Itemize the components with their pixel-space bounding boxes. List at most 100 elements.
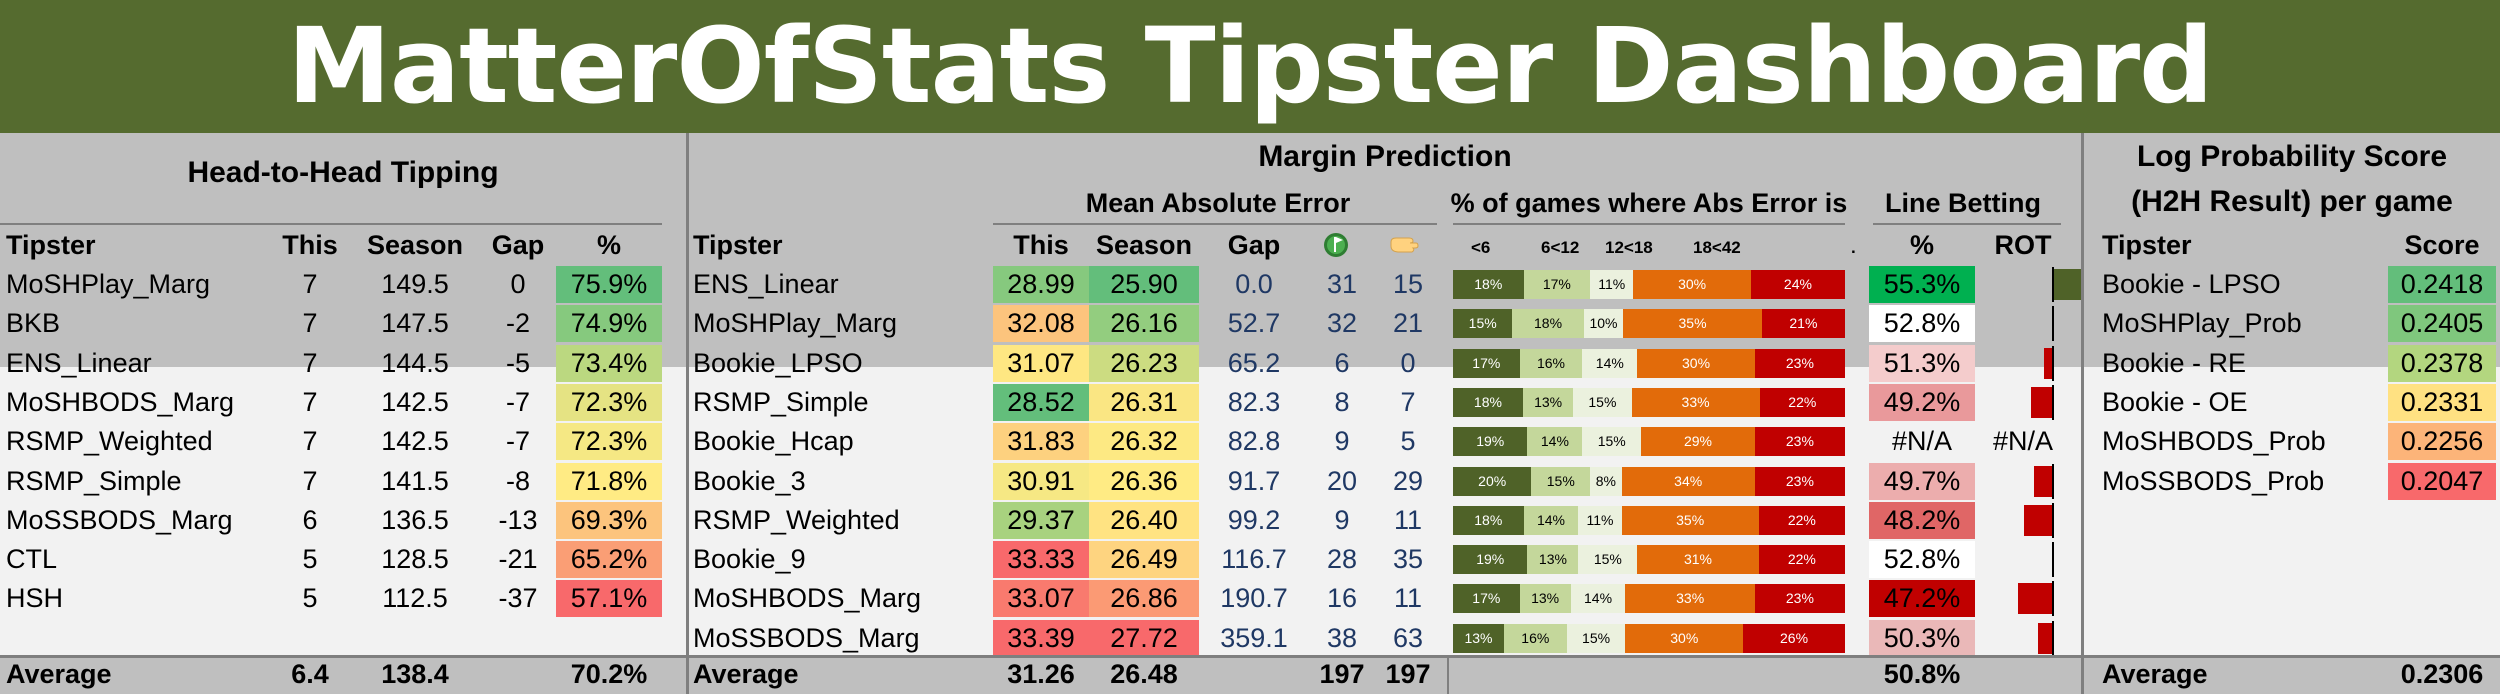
rot-bar (2033, 465, 2052, 497)
rot-axis (2052, 581, 2054, 617)
abs-error-segment: 8% (1590, 466, 1622, 496)
mae-this-cell (993, 266, 1089, 303)
lps-section-title-2: (H2H Result) per game (2131, 185, 2453, 218)
line-pct: 52.8% (1883, 308, 1961, 339)
abs-error-segment: 11% (1578, 505, 1622, 535)
rot-bar (2024, 504, 2052, 536)
h2h-this: 6 (302, 504, 318, 535)
rot-axis (2052, 620, 2054, 656)
abs-error-bar: 15% 18% 10% 35% 21% (1453, 309, 1845, 339)
abs-rule (1453, 223, 1845, 225)
margin-footer-label: Average (693, 659, 799, 689)
margin-footer-a: 197 (1319, 659, 1365, 689)
h2h-tipster: ENS_Linear (6, 347, 152, 378)
h2h-tipster: HSH (6, 583, 64, 614)
mae-this: 33.07 (1007, 583, 1075, 614)
rot-axis (2052, 267, 2054, 302)
mae-this: 33.33 (1007, 544, 1075, 575)
rot-axis (2052, 384, 2054, 420)
dashboard-title: MatterOfStats Tipster Dashboard (0, 0, 2500, 133)
abs-error-segment: 16% (1503, 623, 1567, 653)
abs-col-2: 6<12 (1541, 238, 1580, 257)
mae-season: 26.86 (1110, 583, 1178, 614)
mae-title: Mean Absolute Error (1085, 188, 1351, 218)
abs-error-segment: 18% (1512, 309, 1584, 339)
mae-season: 26.40 (1110, 504, 1178, 535)
mae-gap: 0.0 (1235, 269, 1273, 299)
line-pct: 48.2% (1883, 504, 1961, 535)
h2h-rule (0, 223, 662, 225)
margin-count-b: 21 (1392, 308, 1424, 339)
h2h-this: 7 (302, 308, 318, 339)
h2h-pct: 65.2% (570, 544, 648, 575)
mae-gap: 82.8 (1227, 426, 1281, 457)
line-pct: 50.3% (1883, 622, 1961, 653)
h2h-pct-cell (556, 462, 662, 500)
mae-this: 31.07 (1007, 347, 1075, 378)
abs-error-bar: 19% 14% 15% 29% 23% (1453, 427, 1845, 457)
margin-count-a: 31 (1326, 269, 1358, 299)
abs-error-segment: 34% (1621, 466, 1755, 496)
abs-error-bar: 18% 17% 11% 30% 24% (1453, 270, 1845, 299)
margin-tipster: Bookie_3 (693, 465, 806, 496)
line-rule (1873, 223, 2061, 225)
margin-count-b: 29 (1392, 465, 1424, 496)
lps-col-tipster: Tipster (2102, 230, 2192, 260)
abs-error-segment: 14% (1527, 427, 1583, 457)
h2h-season: 147.5 (381, 308, 449, 339)
h2h-season: 149.5 (381, 269, 449, 299)
lps-tipster: Bookie - RE (2102, 347, 2247, 378)
rot-bar (2038, 622, 2052, 654)
margin-count-a: 32 (1326, 308, 1358, 339)
abs-error-segment: 14% (1582, 348, 1638, 378)
h2h-gap: -2 (505, 308, 530, 339)
line-pct: 55.3% (1883, 269, 1961, 299)
lps-tipster: Bookie - LPSO (2102, 269, 2281, 299)
margin-count-b: 0 (1400, 347, 1416, 378)
rot-bar (2018, 583, 2052, 615)
abs-error-bar: 20% 15% 8% 34% 23% (1453, 466, 1845, 496)
line-pct-cell (1869, 501, 1975, 539)
line-pct: 49.2% (1883, 386, 1961, 417)
h2h-this: 7 (302, 386, 318, 417)
lps-tipster: MoSSBODS_Prob (2102, 465, 2325, 496)
hand-icon (1390, 237, 1419, 253)
h2h-pct: 72.3% (570, 386, 648, 417)
h2h-col-tipster: Tipster (6, 230, 96, 260)
mae-this: 28.99 (1007, 269, 1075, 299)
mae-this: 33.39 (1007, 622, 1075, 653)
mae-this-cell (993, 305, 1089, 343)
margin-count-b: 7 (1400, 386, 1416, 417)
abs-col-1: <6 (1471, 238, 1491, 257)
abs-error-bar: 18% 14% 11% 35% 22% (1453, 505, 1845, 535)
abs-error-segment: 23% (1754, 427, 1845, 457)
h2h-season: 136.5 (381, 504, 449, 535)
lps-score: 0.2418 (2400, 269, 2484, 299)
line-pct: #N/A (1891, 426, 1953, 457)
line-pct-cell (1869, 305, 1975, 343)
margin-count-b: 63 (1392, 622, 1424, 653)
margin-tipster: MoSHBODS_Marg (693, 583, 922, 614)
margin-footer-this: 31.26 (1007, 659, 1075, 689)
abs-col-4: 18<42 (1693, 238, 1741, 257)
mae-season-cell (1089, 619, 1199, 657)
h2h-tipster: RSMP_Simple (6, 465, 182, 496)
mae-this: 32.08 (1007, 308, 1075, 339)
h2h-this: 7 (302, 465, 318, 496)
mae-this: 29.37 (1007, 504, 1075, 535)
mae-season-cell (1089, 501, 1199, 539)
h2h-tipster: MoSHBODS_Marg (6, 386, 235, 417)
lps-score-cell (2388, 344, 2496, 382)
margin-footer-divider (1447, 658, 1449, 694)
lps-score-cell (2388, 266, 2496, 303)
mae-season: 26.49 (1110, 544, 1178, 575)
h2h-footer-pct: 70.2% (570, 659, 648, 689)
h2h-pct: 73.4% (570, 347, 648, 378)
lps-section-title-1: Log Probability Score (2136, 140, 2448, 173)
h2h-footer-this: 6.4 (291, 659, 329, 689)
abs-error-segment: 14% (1570, 584, 1626, 614)
margin-count-b: 5 (1400, 426, 1416, 457)
margin-count-a: 8 (1334, 386, 1350, 417)
line-pct-cell (1869, 383, 1975, 421)
margin-count-a: 28 (1326, 544, 1358, 575)
